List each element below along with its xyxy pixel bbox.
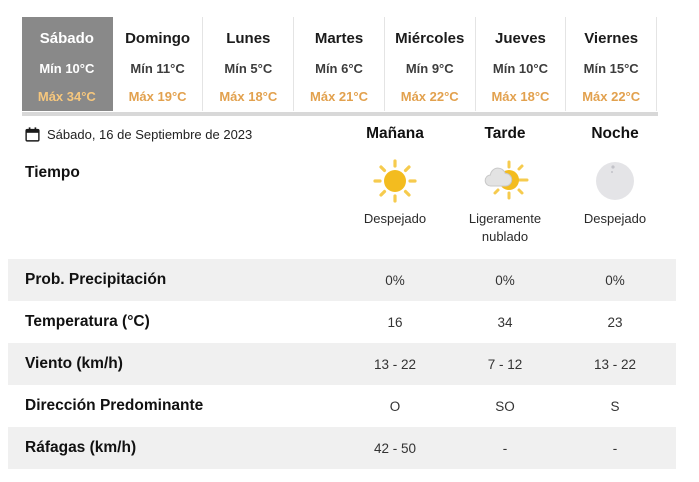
tab-max-temp: Máx 18°C bbox=[491, 89, 550, 104]
condition-label: Ligeramente nublado bbox=[468, 211, 542, 244]
tab-miercoles[interactable]: Miércoles Mín 9°C Máx 22°C bbox=[385, 17, 476, 111]
weather-cell-tarde: Ligeramente nublado bbox=[450, 156, 560, 245]
column-header-manana: Mañana bbox=[366, 125, 424, 142]
tab-max-temp: Máx 34°C bbox=[37, 89, 96, 104]
tab-day-label: Jueves bbox=[495, 30, 546, 47]
column-header-noche: Noche bbox=[591, 125, 639, 142]
sun-icon bbox=[340, 156, 450, 206]
tabbar-divider bbox=[22, 112, 658, 116]
value-manana: 13 - 22 bbox=[373, 356, 417, 372]
table-row-temperatura: Temperatura (°C) 16 34 23 bbox=[8, 301, 676, 343]
value-tarde: - bbox=[502, 440, 508, 456]
tab-day-label: Viernes bbox=[584, 30, 639, 47]
tab-max-temp: Máx 21°C bbox=[310, 89, 368, 104]
tab-min-temp: Mín 15°C bbox=[583, 61, 639, 76]
tab-max-temp: Máx 22°C bbox=[582, 89, 641, 104]
value-tarde: SO bbox=[495, 398, 515, 414]
moon-icon bbox=[560, 156, 670, 206]
value-noche: - bbox=[612, 440, 618, 456]
tab-day-label: Domingo bbox=[125, 30, 191, 47]
forecast-table: Prob. Precipitación 0% 0% 0% Temperatura… bbox=[8, 259, 676, 469]
row-label: Ráfagas (km/h) bbox=[25, 439, 137, 456]
calendar-icon bbox=[25, 126, 40, 142]
value-manana: O bbox=[389, 398, 401, 414]
row-label-tiempo: Tiempo bbox=[25, 164, 80, 181]
value-tarde: 7 - 12 bbox=[487, 356, 523, 372]
value-noche: 0% bbox=[605, 272, 625, 288]
value-manana: 0% bbox=[385, 272, 405, 288]
day-tabbar: Sábado Mín 10°C Máx 34°C Domingo Mín 11°… bbox=[22, 17, 658, 111]
value-noche: 23 bbox=[607, 314, 623, 330]
date-header: Sábado, 16 de Septiembre de 2023 bbox=[8, 127, 340, 142]
value-manana: 42 - 50 bbox=[373, 440, 417, 456]
date-label: Sábado, 16 de Septiembre de 2023 bbox=[47, 126, 253, 142]
tab-max-temp: Máx 22°C bbox=[400, 89, 459, 104]
tab-min-temp: Mín 6°C bbox=[315, 61, 363, 76]
condition-label: Despejado bbox=[583, 211, 647, 226]
tab-max-temp: Máx 19°C bbox=[128, 89, 187, 104]
row-label: Prob. Precipitación bbox=[25, 271, 167, 288]
tab-day-label: Miércoles bbox=[395, 30, 465, 47]
period-header-row: Sábado, 16 de Septiembre de 2023 Mañana … bbox=[8, 121, 676, 147]
weather-cell-noche: Despejado bbox=[560, 156, 670, 245]
table-row-direccion: Dirección Predominante O SO S bbox=[8, 385, 676, 427]
tab-day-label: Martes bbox=[314, 30, 364, 47]
tab-min-temp: Mín 5°C bbox=[224, 61, 273, 76]
tab-day-label: Sábado bbox=[39, 30, 94, 47]
weather-cell-manana: Despejado bbox=[340, 156, 450, 245]
tab-day-label: Lunes bbox=[226, 30, 271, 47]
row-label: Temperatura (°C) bbox=[25, 313, 150, 330]
tab-jueves[interactable]: Jueves Mín 10°C Máx 18°C bbox=[476, 17, 567, 111]
tab-max-temp: Máx 18°C bbox=[219, 89, 278, 104]
tab-min-temp: Mín 10°C bbox=[39, 61, 95, 76]
table-row-viento: Viento (km/h) 13 - 22 7 - 12 13 - 22 bbox=[8, 343, 676, 385]
row-label: Viento (km/h) bbox=[25, 355, 123, 372]
value-noche: 13 - 22 bbox=[593, 356, 637, 372]
sun-cloud-icon bbox=[450, 156, 560, 206]
tab-martes[interactable]: Martes Mín 6°C Máx 21°C bbox=[294, 17, 385, 111]
tab-min-temp: Mín 10°C bbox=[492, 61, 548, 76]
value-manana: 16 bbox=[387, 314, 403, 330]
column-header-tarde: Tarde bbox=[484, 125, 526, 142]
tab-lunes[interactable]: Lunes Mín 5°C Máx 18°C bbox=[203, 17, 295, 111]
value-tarde: 34 bbox=[497, 314, 513, 330]
tab-sabado[interactable]: Sábado Mín 10°C Máx 34°C bbox=[22, 17, 113, 111]
tab-min-temp: Mín 11°C bbox=[130, 61, 185, 76]
value-noche: S bbox=[610, 398, 620, 414]
condition-label: Despejado bbox=[363, 211, 427, 226]
tab-domingo[interactable]: Domingo Mín 11°C Máx 19°C bbox=[113, 17, 204, 111]
tab-min-temp: Mín 9°C bbox=[405, 61, 454, 76]
table-row-rafagas: Ráfagas (km/h) 42 - 50 - - bbox=[8, 427, 676, 469]
value-tarde: 0% bbox=[495, 272, 515, 288]
tab-viernes[interactable]: Viernes Mín 15°C Máx 22°C bbox=[566, 17, 658, 111]
table-row-precipitacion: Prob. Precipitación 0% 0% 0% bbox=[8, 259, 676, 301]
weather-conditions-row: Tiempo Despejado bbox=[8, 156, 676, 245]
row-label: Dirección Predominante bbox=[25, 397, 204, 414]
